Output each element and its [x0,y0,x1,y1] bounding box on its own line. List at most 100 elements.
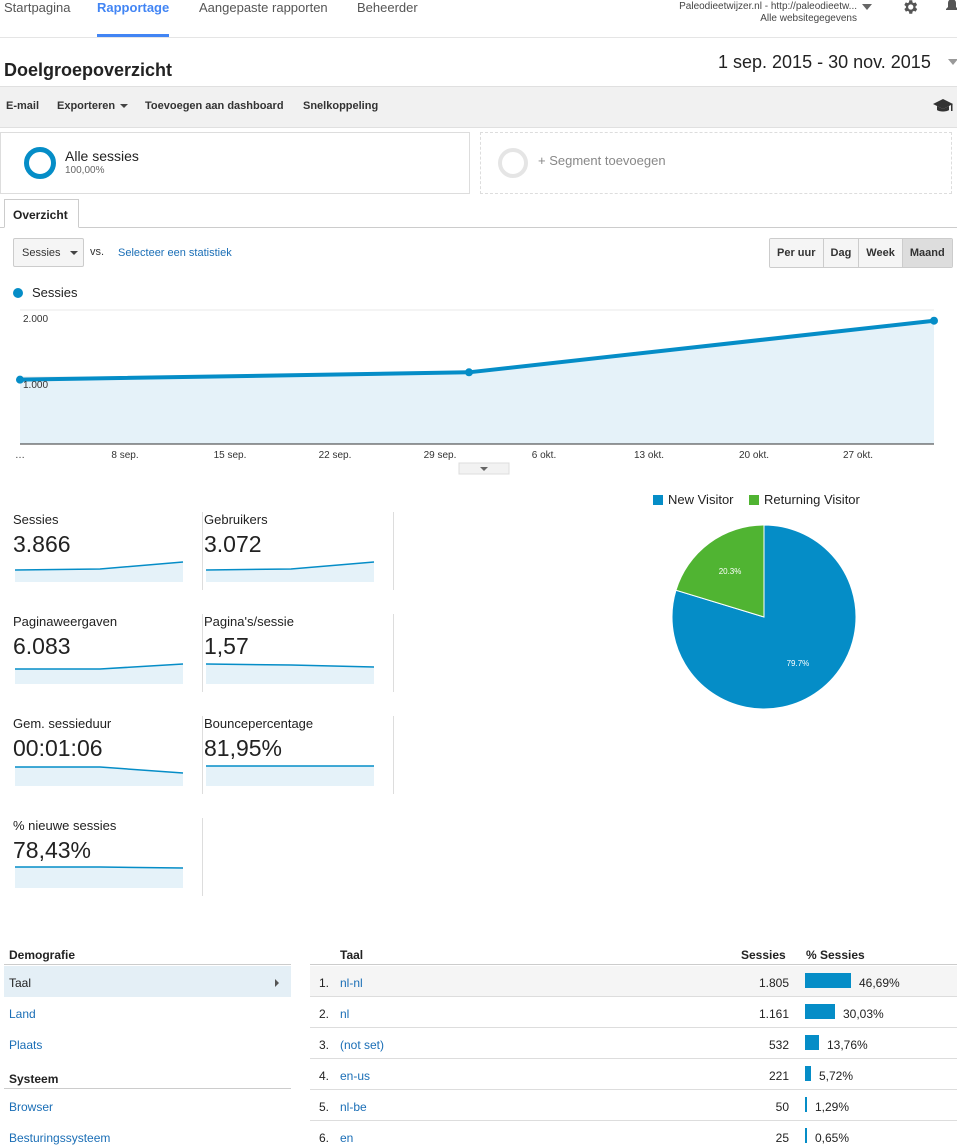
segment-ring-icon [24,147,56,179]
share-bar [805,1128,807,1143]
language-link[interactable]: nl-be [340,1100,367,1114]
nav-startpagina[interactable]: Startpagina [4,0,71,15]
table-row: 6. en 25 0,65% [310,1121,957,1148]
language-link[interactable]: nl-nl [340,976,363,990]
stat-card-bounce-rate[interactable]: Bouncepercentage 81,95% [204,716,394,794]
stat-label: Sessies [13,512,59,527]
system-item-os[interactable]: Besturingssysteem [9,1131,111,1145]
bell-icon[interactable] [944,0,957,14]
row-number: 3. [319,1038,330,1052]
demographics-item-language[interactable]: Taal [4,966,291,997]
demographics-item-city[interactable]: Plaats [9,1038,43,1052]
stat-card-users[interactable]: Gebruikers 3.072 [204,512,394,590]
stat-value: 1,57 [204,633,249,659]
stat-label: Paginaweergaven [13,614,118,629]
stat-card-pages-per-session[interactable]: Pagina's/sessie 1,57 [204,614,394,692]
chevron-right-icon [275,979,279,987]
share-bar [805,973,851,988]
data-point[interactable] [16,375,24,384]
row-number: 2. [319,1007,330,1021]
divider [4,1088,291,1089]
share-percentage: 1,29% [815,1100,850,1114]
data-point[interactable] [465,368,473,377]
granularity-hour-button[interactable]: Per uur [770,239,824,267]
row-number: 4. [319,1069,330,1083]
share-bar [805,1097,807,1112]
stat-label: % nieuwe sessies [13,818,117,833]
date-range-picker[interactable]: 1 sep. 2015 - 30 nov. 2015 [718,52,931,72]
system-item-browser[interactable]: Browser [9,1100,54,1114]
x-tick-label: 6 okt. [532,450,556,461]
legend-swatch [749,495,759,505]
table-header-sessions: Sessies [741,948,786,962]
legend-swatch [653,495,663,505]
granularity-day-button[interactable]: Dag [823,239,860,267]
stat-card-new-sessions[interactable]: % nieuwe sessies 78,43% [13,818,203,896]
row-number: 1. [319,976,330,990]
language-link[interactable]: en [340,1131,354,1145]
chevron-down-icon[interactable] [948,59,957,65]
sparkline [206,561,375,582]
pie-legend-returning-visitor[interactable]: Returning Visitor [749,492,860,507]
sparkline [15,766,184,786]
language-link[interactable]: en-us [340,1069,371,1083]
active-tab-indicator [97,34,169,37]
share-bar [805,1066,811,1081]
stat-card-avg-session-duration[interactable]: Gem. sessieduur 00:01:06 [13,716,203,794]
tab-overview[interactable]: Overzicht [4,199,79,228]
row-number: 6. [319,1131,330,1145]
metric-select[interactable]: Sessies [13,238,84,267]
visitor-type-pie-chart: 79.7% 20.3% [671,524,857,710]
sparkline [206,765,374,786]
account-selector[interactable]: Paleodieetwijzer.nl - http://paleodieetw… [679,1,857,25]
nav-rapportage[interactable]: Rapportage [97,0,170,15]
gear-icon[interactable] [901,0,919,16]
stat-value: 81,95% [204,735,283,761]
pie-legend-new-visitor[interactable]: New Visitor [653,492,734,507]
divider [4,964,291,965]
pie-slice-returning-visitor[interactable] [675,524,765,618]
stat-card-pageviews[interactable]: Paginaweergaven 6.083 [13,614,203,692]
add-segment-button[interactable]: + Segment toevoegen [480,132,952,194]
graduation-cap-icon[interactable] [932,98,954,114]
language-link[interactable]: (not set) [340,1038,385,1052]
demographics-heading: Demografie [9,948,76,962]
shortcut-button[interactable]: Snelkoppeling [303,100,379,112]
segment-all-sessions[interactable]: Alle sessies 100,00% [0,132,470,194]
table-row: 1. nl-nl 1.805 46,69% [310,966,957,997]
language-link[interactable]: nl [340,1007,350,1021]
x-tick-label: 29 sep. [424,450,457,461]
nav-aangepaste-rapporten[interactable]: Aangepaste rapporten [199,0,328,15]
sessions-line-chart: 2.000 1.000 … 8 sep. 15 sep. 22 sep. 29 sep.… [15,309,938,475]
series-legend-marker [13,288,23,298]
stat-value: 3.072 [204,531,262,557]
data-point[interactable] [930,316,938,325]
vs-label: vs. [90,246,105,258]
select-statistic-link[interactable]: Selecteer een statistiek [118,247,232,259]
sessions-value: 50 [775,1100,789,1114]
segment-placeholder-icon [498,148,528,178]
share-percentage: 0,65% [815,1131,850,1145]
pie-slice-label: 79.7% [787,659,810,668]
granularity-week-button[interactable]: Week [859,239,903,267]
share-bar [805,1035,819,1050]
nav-beheerder[interactable]: Beheerder [357,0,418,15]
stat-label: Gem. sessieduur [13,716,112,731]
sessions-value: 1.805 [758,976,789,990]
divider [310,964,957,965]
add-to-dashboard-button[interactable]: Toevoegen aan dashboard [145,100,284,112]
granularity-month-button[interactable]: Maand [902,239,952,267]
chevron-down-icon[interactable] [480,467,488,471]
add-segment-label: + Segment toevoegen [538,153,666,168]
chevron-down-icon[interactable] [862,4,872,10]
demographics-item-country[interactable]: Land [9,1007,36,1021]
page-title: Doelgroepoverzicht [4,60,173,80]
series-legend-label[interactable]: Sessies [32,285,78,300]
sparkline [15,866,184,888]
stat-card-sessions[interactable]: Sessies 3.866 [13,512,203,590]
pie-slice-label: 20.3% [719,567,742,576]
email-button[interactable]: E-mail [6,100,40,112]
export-button[interactable]: Exporteren [57,100,129,112]
chevron-down-icon [70,251,78,255]
table-header-language: Taal [340,948,364,962]
